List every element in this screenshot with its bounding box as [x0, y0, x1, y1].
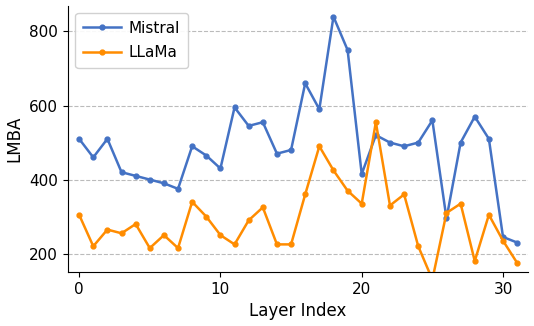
Mistral: [415, 141, 421, 144]
X-axis label: Layer Index: Layer Index: [249, 303, 347, 320]
LLaMa: [486, 213, 492, 217]
LLaMa: [288, 243, 294, 246]
LLaMa: [246, 218, 252, 222]
Mistral: [458, 141, 464, 144]
Mistral: [288, 148, 294, 152]
Mistral: [373, 133, 379, 137]
Mistral: [90, 156, 97, 159]
LLaMa: [189, 200, 195, 204]
Mistral: [189, 144, 195, 148]
Mistral: [260, 120, 266, 124]
Mistral: [161, 181, 167, 185]
Mistral: [246, 124, 252, 128]
Mistral: [472, 115, 478, 119]
Mistral: [443, 216, 450, 220]
Mistral: [387, 141, 393, 144]
LLaMa: [217, 233, 224, 237]
Mistral: [76, 137, 82, 141]
LLaMa: [500, 239, 506, 243]
Mistral: [203, 154, 209, 157]
LLaMa: [429, 278, 436, 282]
LLaMa: [401, 192, 407, 196]
Mistral: [146, 178, 153, 182]
Mistral: [358, 172, 365, 176]
LLaMa: [119, 231, 125, 235]
Mistral: [274, 152, 280, 156]
Y-axis label: LMBA: LMBA: [5, 116, 23, 162]
Mistral: [486, 137, 492, 141]
LLaMa: [175, 246, 181, 250]
Mistral: [344, 48, 351, 52]
Mistral: [429, 118, 436, 122]
LLaMa: [373, 120, 379, 124]
LLaMa: [274, 243, 280, 246]
LLaMa: [90, 244, 97, 248]
LLaMa: [330, 169, 336, 172]
Mistral: [500, 235, 506, 239]
Mistral: [119, 170, 125, 174]
Line: LLaMa: LLaMa: [77, 120, 520, 282]
LLaMa: [415, 244, 421, 248]
Mistral: [302, 82, 309, 85]
Mistral: [132, 174, 139, 178]
Mistral: [514, 241, 520, 244]
LLaMa: [203, 215, 209, 218]
Legend: Mistral, LLaMa: Mistral, LLaMa: [75, 13, 188, 67]
LLaMa: [104, 228, 111, 231]
LLaMa: [132, 222, 139, 226]
LLaMa: [472, 259, 478, 263]
Mistral: [330, 15, 336, 19]
LLaMa: [514, 261, 520, 265]
Mistral: [401, 144, 407, 148]
LLaMa: [344, 189, 351, 193]
LLaMa: [358, 202, 365, 206]
Mistral: [316, 107, 323, 111]
LLaMa: [260, 205, 266, 209]
LLaMa: [76, 213, 82, 217]
Line: Mistral: Mistral: [77, 14, 520, 245]
LLaMa: [387, 203, 393, 207]
LLaMa: [316, 144, 323, 148]
LLaMa: [161, 233, 167, 237]
LLaMa: [458, 202, 464, 206]
LLaMa: [302, 192, 309, 196]
LLaMa: [443, 211, 450, 215]
Mistral: [217, 167, 224, 170]
Mistral: [175, 187, 181, 191]
LLaMa: [146, 246, 153, 250]
Mistral: [104, 137, 111, 141]
Mistral: [231, 105, 238, 109]
LLaMa: [231, 243, 238, 246]
